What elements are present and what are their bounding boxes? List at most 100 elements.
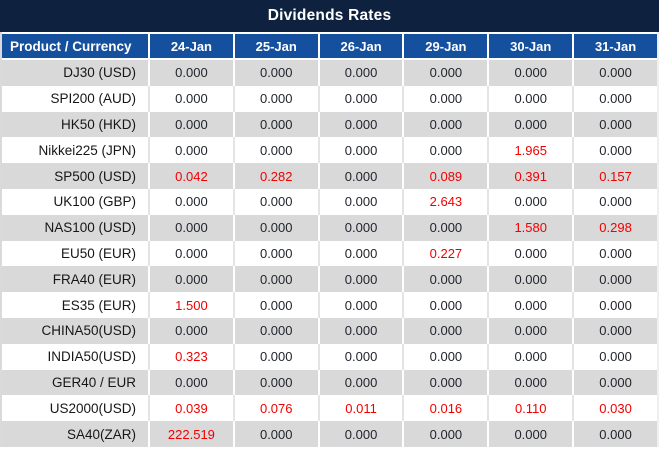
value-cell: 0.282: [235, 163, 320, 189]
value-cell: 0.000: [150, 317, 235, 344]
value-cell: 0.000: [489, 369, 575, 396]
dividends-table: Product / Currency 24-Jan 25-Jan 26-Jan 29-…: [0, 32, 659, 447]
value-cell: 0.000: [599, 142, 632, 158]
value-cell: 0.000: [404, 421, 490, 447]
table-row: EU50 (EUR) 0.000 0.000 0.000 0.227 0.000 0.000: [2, 240, 657, 267]
value-cell: 0.000: [489, 60, 575, 86]
value-cell: 0.000: [235, 343, 320, 370]
table-row: FRA40 (EUR) 0.000 0.000 0.000 0.000 0.000 0.00…: [2, 266, 657, 293]
product-cell: EU50 (EUR): [2, 240, 150, 267]
table-row: SA40(ZAR) 222.519 0.000 0.000 0.000 0.000 0.00…: [2, 421, 657, 447]
value-cell: 0.000: [320, 188, 405, 215]
value-cell: 0.000: [404, 137, 490, 164]
value-cell: 0.000: [599, 323, 632, 339]
product-cell: SA40(ZAR): [2, 421, 150, 447]
table-body: DJ30 (USD) 0.000 0.000 0.000 0.000 0.000 0.000…: [2, 60, 657, 447]
value-cell: 0.000: [235, 266, 320, 293]
value-cell: 0.000: [599, 271, 632, 287]
value-cell: 0.000: [489, 85, 575, 112]
table-row: Nikkei225 (JPN) 0.000 0.000 0.000 0.000 1.965…: [2, 137, 657, 164]
value-cell: 0.000: [150, 60, 235, 86]
value-cell: 0.000: [599, 374, 632, 390]
value-cell: 0.000: [235, 85, 320, 112]
value-cell: 0.000: [150, 240, 235, 267]
column-header-product-currency: Product / Currency: [2, 34, 150, 58]
value-cell: 0.298: [599, 220, 632, 236]
product-cell: INDIA50(USD): [2, 343, 150, 370]
value-cell: 0.000: [320, 85, 405, 112]
value-cell: 0.000: [404, 292, 490, 318]
value-cell: 0.000: [320, 137, 405, 164]
value-cell: 0.000: [599, 91, 632, 107]
value-cell: 0.000: [489, 292, 575, 318]
value-cell: 0.000: [489, 421, 575, 447]
value-cell: 0.000: [320, 60, 405, 86]
product-cell: DJ30 (USD): [2, 60, 150, 86]
value-cell: 0.000: [489, 240, 575, 267]
column-header-29-jan: 29-Jan: [404, 34, 490, 58]
column-header-26-jan: 26-Jan: [320, 34, 405, 58]
value-cell: 0.039: [150, 395, 235, 422]
value-cell: 0.000: [235, 60, 320, 86]
page-title: Dividends Rates: [267, 7, 392, 24]
value-cell: 0.000: [150, 266, 235, 293]
value-cell: 0.323: [150, 343, 235, 370]
value-cell: 0.042: [150, 163, 235, 189]
product-cell: Nikkei225 (JPN): [2, 137, 150, 164]
column-header-30-jan: 30-Jan: [489, 34, 575, 58]
value-cell: 0.000: [489, 317, 575, 344]
product-cell: US2000(USD): [2, 395, 150, 422]
value-cell: 0.000: [489, 188, 575, 215]
product-cell: HK50 (HKD): [2, 111, 150, 138]
value-cell: 0.000: [320, 292, 405, 318]
value-cell: 0.016: [404, 395, 490, 422]
value-cell: 0.000: [599, 349, 632, 365]
value-cell: 0.000: [489, 343, 575, 370]
value-cell: 1.500: [150, 292, 235, 318]
value-cell: 0.000: [489, 111, 575, 138]
value-cell: 0.000: [150, 85, 235, 112]
value-cell: 0.000: [404, 343, 490, 370]
header-row: Product / Currency 24-Jan 25-Jan 26-Jan 29-…: [2, 32, 657, 60]
value-cell: 0.000: [150, 188, 235, 215]
value-cell: 0.000: [599, 245, 632, 261]
value-cell: 0.000: [489, 266, 575, 293]
value-cell: 0.157: [599, 168, 632, 184]
value-cell: 0.000: [599, 297, 632, 313]
table-row: DJ30 (USD) 0.000 0.000 0.000 0.000 0.000 0.000: [2, 60, 657, 86]
product-cell: ES35 (EUR): [2, 292, 150, 318]
value-cell: 2.643: [404, 188, 490, 215]
value-cell: 0.000: [320, 369, 405, 396]
value-cell: 0.000: [150, 111, 235, 138]
table-row: US2000(USD) 0.039 0.076 0.011 0.016 0.110 0.03…: [2, 395, 657, 422]
value-cell: 0.000: [150, 137, 235, 164]
table-row: SPI200 (AUD) 0.000 0.000 0.000 0.000 0.000 0.0…: [2, 85, 657, 112]
value-cell: 0.076: [235, 395, 320, 422]
table-row: GER40 / EUR 0.000 0.000 0.000 0.000 0.000 0.00…: [2, 369, 657, 396]
value-cell: 0.000: [320, 214, 405, 241]
table-row: NAS100 (USD) 0.000 0.000 0.000 0.000 1.580 0.2…: [2, 214, 657, 241]
value-cell: 0.000: [599, 194, 632, 210]
table-row: SP500 (USD) 0.042 0.282 0.000 0.089 0.391 0.15…: [2, 163, 657, 189]
value-cell: 0.000: [599, 116, 632, 132]
product-cell: FRA40 (EUR): [2, 266, 150, 293]
title-bar: Dividends Rates: [0, 0, 659, 32]
value-cell: 0.000: [404, 60, 490, 86]
value-cell: 0.000: [404, 266, 490, 293]
value-cell: 0.089: [404, 163, 490, 189]
table-row: CHINA50(USD) 0.000 0.000 0.000 0.000 0.000 0.0…: [2, 317, 657, 344]
value-cell: 0.000: [404, 317, 490, 344]
value-cell: 0.000: [320, 317, 405, 344]
value-cell: 1.580: [489, 214, 575, 241]
value-cell: 0.000: [235, 137, 320, 164]
product-cell: SP500 (USD): [2, 163, 150, 189]
value-cell: 0.011: [320, 395, 405, 422]
value-cell: 0.000: [404, 369, 490, 396]
value-cell: 0.227: [404, 240, 490, 267]
table-row: HK50 (HKD) 0.000 0.000 0.000 0.000 0.000 0.000: [2, 111, 657, 138]
table-row: ES35 (EUR) 1.500 0.000 0.000 0.000 0.000 0.000: [2, 292, 657, 318]
product-cell: CHINA50(USD): [2, 317, 150, 344]
value-cell: 0.000: [235, 369, 320, 396]
column-header-31-jan: 31-Jan: [594, 38, 637, 54]
